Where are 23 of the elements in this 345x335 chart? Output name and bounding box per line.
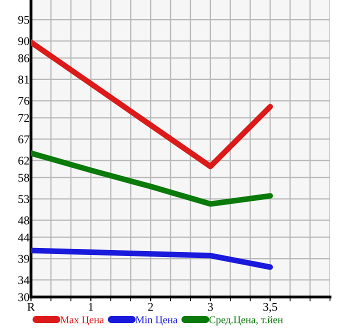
- legend-label: Max Цена: [60, 316, 104, 326]
- y-tick-label: 48: [18, 216, 30, 224]
- y-tick-label: 90: [18, 37, 30, 46]
- x-tick-label: 1: [88, 302, 94, 311]
- y-tick-label: 76: [18, 96, 30, 105]
- y-tick-label: 58: [18, 174, 30, 182]
- x-tick-label: 3,5: [263, 302, 278, 313]
- y-tick-label: 81: [18, 76, 29, 84]
- y-tick-label: 34: [18, 276, 30, 284]
- y-tick-label: 30: [18, 293, 30, 302]
- y-tick-label: 53: [18, 195, 30, 204]
- y-tick-label: 95: [18, 16, 30, 24]
- y-tick-label: 39: [18, 254, 30, 263]
- y-tick-label: 44: [18, 234, 30, 242]
- x-tick-label: 2: [148, 302, 153, 311]
- x-tick-label: 3: [208, 302, 213, 311]
- legend-label: Min Цена: [136, 316, 178, 326]
- y-tick-label: 67: [18, 135, 30, 144]
- x-tick-label: R: [27, 303, 35, 311]
- y-tick-label: 72: [18, 114, 29, 122]
- legend-label: Сред.Цена, т.йен: [209, 316, 283, 326]
- y-tick-label: 62: [18, 156, 29, 165]
- y-tick-label: 86: [18, 54, 30, 62]
